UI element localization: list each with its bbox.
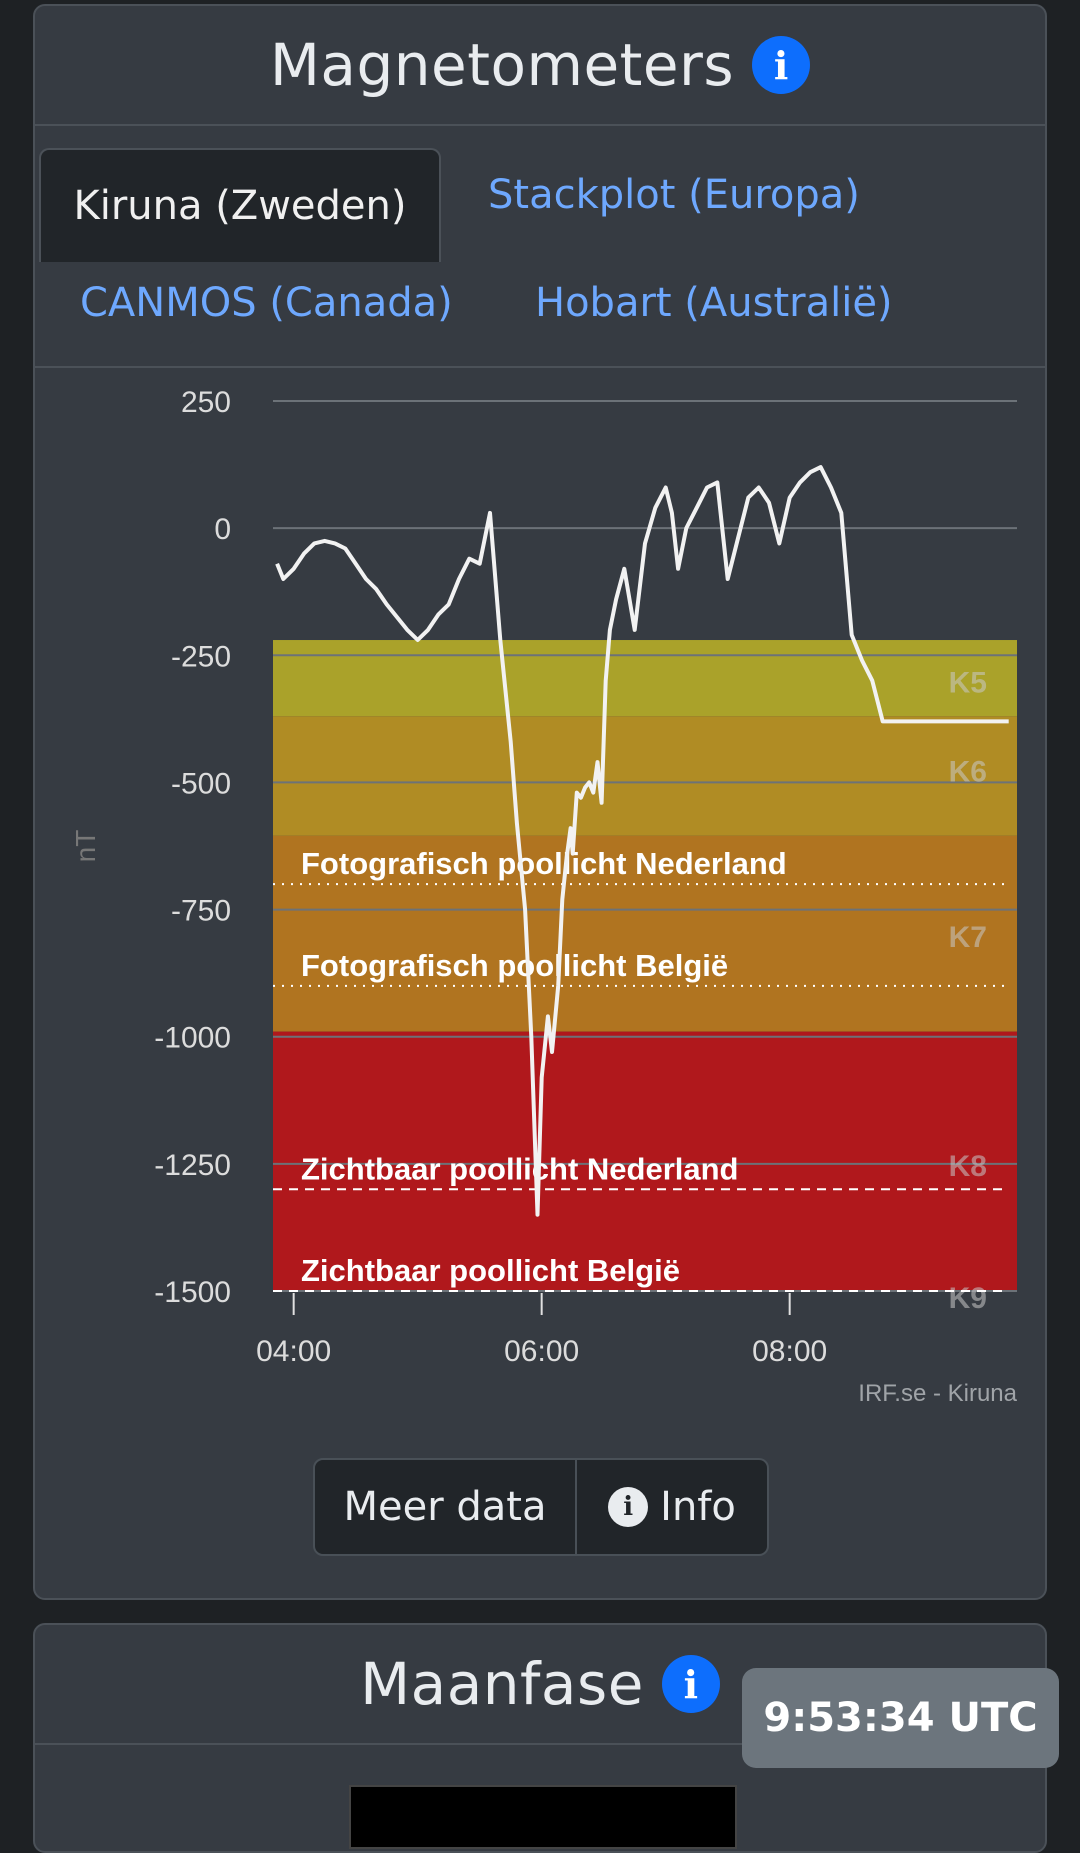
- chart-source: IRF.se - Kiruna: [858, 1380, 1017, 1407]
- magnetometers-card: Magnetometers i Kiruna (Zweden) Stackplo…: [33, 4, 1047, 1600]
- threshold-label: Fotografisch poollicht België: [301, 948, 728, 983]
- info-button[interactable]: i Info: [577, 1460, 767, 1554]
- info-button-label: Info: [660, 1484, 736, 1530]
- y-tick-label: 0: [214, 513, 231, 546]
- k-label-k5: K5: [949, 667, 987, 700]
- info-icon: i: [608, 1487, 649, 1527]
- threshold-label: Zichtbaar poollicht Nederland: [301, 1151, 739, 1186]
- k-label-k9: K9: [949, 1282, 987, 1315]
- y-tick-label: -500: [171, 767, 231, 800]
- magnetometers-title: Magnetometers: [269, 31, 735, 99]
- y-tick-label: -250: [171, 640, 231, 673]
- y-tick-label: -1250: [154, 1149, 231, 1182]
- more-data-button[interactable]: Meer data: [315, 1460, 577, 1554]
- moon-phase-header: Maanfase i: [35, 1625, 1045, 1745]
- magnetometer-tabs: Kiruna (Zweden) Stackplot (Europa) CANMO…: [35, 126, 1045, 368]
- threshold-label: Zichtbaar poollicht België: [301, 1253, 680, 1288]
- x-tick-label: 06:00: [504, 1335, 579, 1368]
- y-tick-label: -1000: [154, 1022, 231, 1055]
- tab-stackplot[interactable]: Stackplot (Europa): [488, 172, 860, 218]
- k-label-k8: K8: [949, 1150, 987, 1183]
- magnetometer-series-line: [275, 465, 1009, 1217]
- y-tick-label: -750: [171, 895, 231, 928]
- y-axis-label: nT: [70, 830, 101, 863]
- threshold-label: Fotografisch poollicht Nederland: [301, 846, 787, 881]
- tab-kiruna[interactable]: Kiruna (Zweden): [39, 148, 441, 262]
- y-tick-label: 250: [181, 386, 231, 419]
- k-band-k5: [273, 640, 1017, 717]
- magnetometer-chart: 250 0 -250 -500 -750 -1000 -1250 -1500 nT 04:00 06…: [70, 386, 1018, 1407]
- x-tick-label: 04:00: [256, 1335, 331, 1368]
- chart-button-group: Meer data i Info: [313, 1458, 769, 1556]
- utc-clock: 9:53:34 UTC: [742, 1668, 1059, 1768]
- k-label-k7: K7: [949, 921, 987, 954]
- k-band-k6: [273, 716, 1017, 836]
- info-icon[interactable]: i: [661, 1655, 720, 1713]
- tab-canmos[interactable]: CANMOS (Canada): [80, 280, 453, 326]
- k-band-k7: [273, 835, 1017, 1032]
- moon-image: [349, 1785, 737, 1849]
- tab-hobart[interactable]: Hobart (Australië): [535, 280, 893, 326]
- x-tick-label: 08:00: [752, 1335, 827, 1368]
- moon-phase-title: Maanfase: [360, 1650, 644, 1718]
- info-icon[interactable]: i: [752, 36, 811, 94]
- magnetometers-header: Magnetometers i: [35, 6, 1045, 126]
- k-band-k8: [273, 1031, 1017, 1291]
- k-label-k6: K6: [949, 756, 987, 789]
- moon-phase-card: Maanfase i: [33, 1623, 1047, 1853]
- y-tick-label: -1500: [154, 1276, 231, 1309]
